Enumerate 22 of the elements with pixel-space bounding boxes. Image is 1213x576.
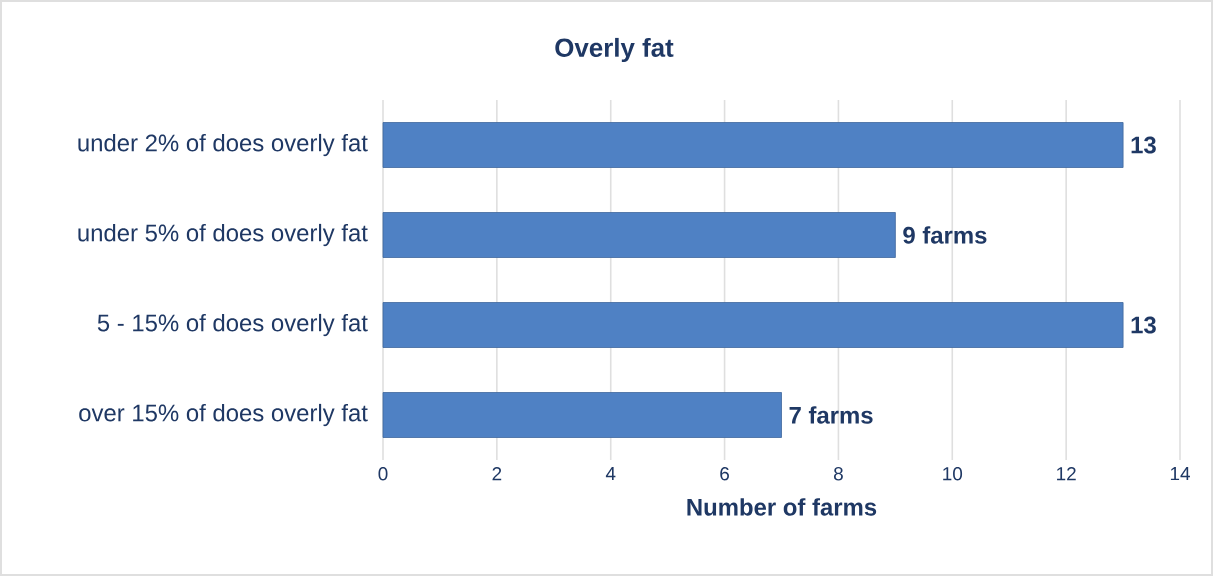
bar (382, 212, 896, 258)
data-label: 13 (1131, 316, 1156, 334)
x-tick-label: 10 (943, 467, 963, 481)
bar (382, 302, 1124, 348)
x-axis-title: Number of farms (687, 498, 877, 516)
x-tick-label: 12 (1057, 467, 1076, 481)
bar (382, 392, 782, 438)
y-tick-label: under 5% of does overly fat (78, 223, 368, 247)
y-tick-label: over 15% of does overly fat (79, 403, 368, 427)
x-tick-label: 0 (378, 467, 388, 481)
chart-title: Overly fat (555, 37, 674, 63)
data-label: 7 farms (789, 406, 873, 424)
x-tick-label: 6 (720, 467, 729, 481)
x-tick-label: 2 (492, 467, 502, 481)
bar (382, 122, 1124, 168)
x-tick-label: 8 (833, 467, 843, 481)
data-label: 9 farms (903, 226, 987, 244)
x-tick-label: 4 (605, 467, 616, 481)
y-tick-label: under 2% of does overly fat (78, 133, 368, 157)
x-tick-label: 14 (1170, 467, 1190, 481)
y-tick-label: 5 - 15% of does overly fat (97, 313, 368, 337)
data-label: 13 (1131, 136, 1156, 154)
